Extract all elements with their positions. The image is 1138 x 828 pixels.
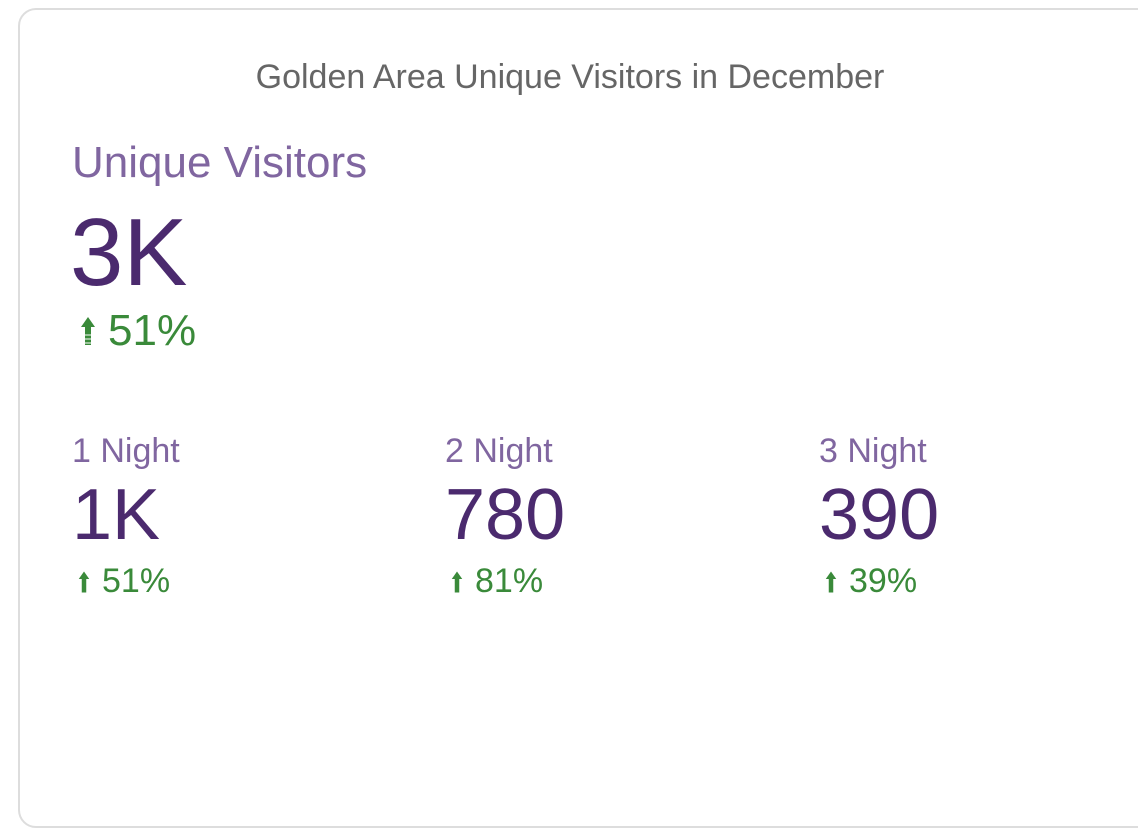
kpi-card [18, 8, 1138, 828]
item-label: 3 Night [819, 432, 927, 470]
up-arrow [451, 571, 463, 592]
change-text: 51% [102, 562, 171, 600]
item-change: 51% [78, 562, 170, 601]
item-label: 2 Night [445, 432, 553, 470]
item-value: 1K [72, 475, 161, 555]
page: Golden Area Unique Visitors in December … [18, 8, 1138, 828]
change-text: 51% [108, 306, 197, 355]
up-arrow [81, 317, 95, 345]
main-value: 3K [70, 199, 188, 306]
item-change: 39% [825, 562, 917, 601]
item-value: 780 [445, 475, 566, 555]
item-label: 1 Night [72, 432, 180, 470]
up-arrow [825, 571, 837, 592]
main-change: 51% [80, 306, 196, 356]
change-text: 39% [849, 562, 918, 600]
change-text: 81% [475, 562, 544, 600]
up-arrow [78, 571, 90, 592]
item-value: 390 [819, 475, 940, 555]
item-change: 81% [451, 562, 543, 601]
main-label: Unique Visitors [72, 138, 368, 187]
card-title: Golden Area Unique Visitors in December [255, 58, 885, 96]
